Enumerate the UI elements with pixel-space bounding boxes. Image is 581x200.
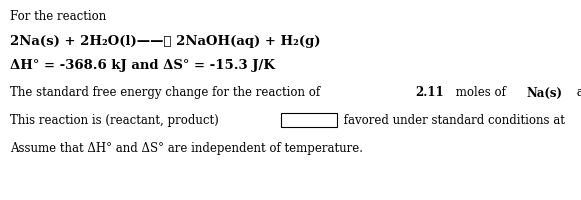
Text: ΔH° = -368.6 kJ and ΔS° = -15.3 J/K: ΔH° = -368.6 kJ and ΔS° = -15.3 J/K <box>10 59 275 72</box>
Bar <box>281 113 338 127</box>
Text: 2Na(s) + 2H₂O(l)——➤ 2NaOH(aq) + H₂(g): 2Na(s) + 2H₂O(l)——➤ 2NaOH(aq) + H₂(g) <box>10 34 321 47</box>
Text: 2.11: 2.11 <box>415 86 444 99</box>
Text: This reaction is (reactant, product): This reaction is (reactant, product) <box>10 114 219 127</box>
Text: at: at <box>573 86 581 99</box>
Text: For the reaction: For the reaction <box>10 9 106 22</box>
Text: favored under standard conditions at: favored under standard conditions at <box>340 114 569 127</box>
Text: Assume that ΔH° and ΔS° are independent of temperature.: Assume that ΔH° and ΔS° are independent … <box>10 142 363 155</box>
Text: The standard free energy change for the reaction of: The standard free energy change for the … <box>10 86 324 99</box>
Text: moles of: moles of <box>452 86 510 99</box>
Text: Na(s): Na(s) <box>526 86 562 99</box>
